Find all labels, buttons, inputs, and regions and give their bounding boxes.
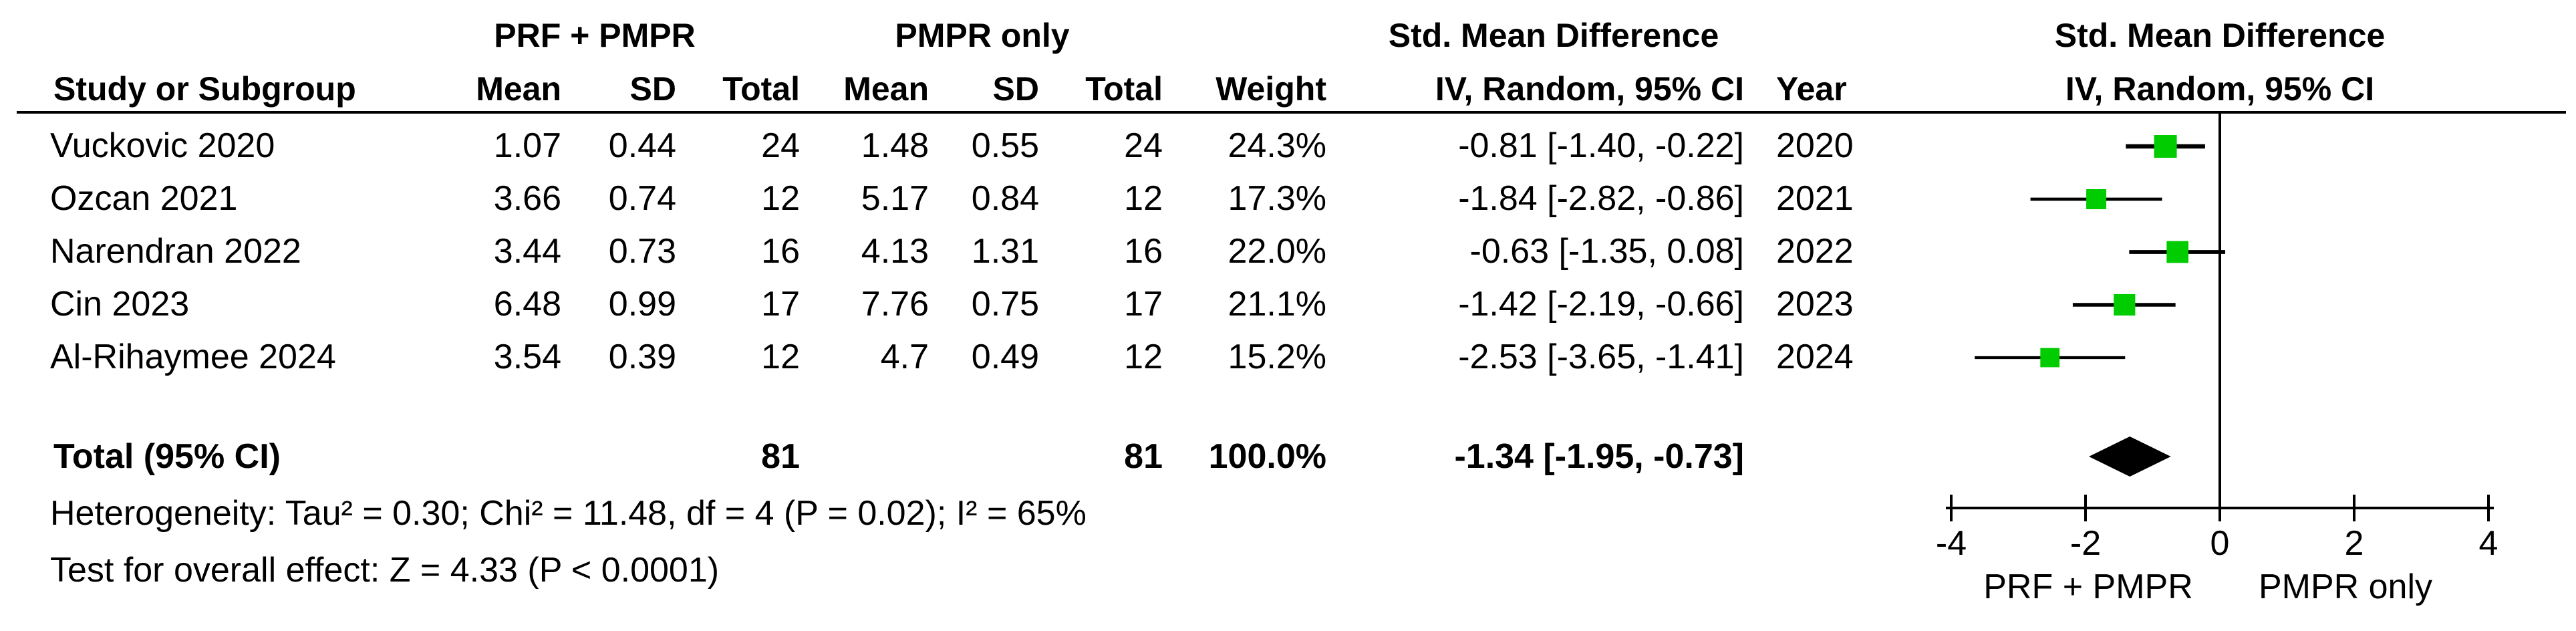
effect-marker — [2114, 293, 2136, 316]
total1-value: 17 — [761, 285, 800, 324]
x-tick-label: -4 — [1936, 524, 1967, 563]
sd2-value: 0.84 — [972, 179, 1039, 218]
pooled-diamond — [2089, 436, 2171, 477]
mean2-value: 1.48 — [861, 126, 929, 165]
mean1-value: 6.48 — [494, 285, 561, 324]
weight-header: Weight — [1215, 70, 1326, 108]
sd2-header: SD — [993, 70, 1039, 108]
total-weight: 100.0% — [1209, 437, 1326, 476]
plot-header-top: Std. Mean Difference — [2055, 17, 2386, 54]
total2-value: 17 — [1124, 285, 1163, 324]
total1-value: 12 — [761, 338, 800, 376]
sd1-value: 0.74 — [609, 179, 676, 218]
effect-marker — [2154, 135, 2177, 158]
total1-value: 16 — [761, 232, 800, 271]
mean2-value: 7.76 — [861, 285, 929, 324]
effect-marker — [2086, 189, 2107, 209]
ci-value: -0.63 [-1.35, 0.08] — [1470, 232, 1745, 271]
year-value: 2022 — [1776, 232, 1854, 271]
sd2-value: 0.55 — [972, 126, 1039, 165]
axis-label-right: PMPR only — [2259, 567, 2432, 606]
ci-value: -1.84 [-2.82, -0.86] — [1458, 179, 1744, 218]
x-tick-label: 2 — [2345, 524, 2364, 563]
total-n1: 81 — [761, 437, 800, 476]
x-tick-label: 4 — [2479, 524, 2498, 563]
study-name: Cin 2023 — [50, 285, 189, 324]
effect-header-top: Std. Mean Difference — [1389, 17, 1719, 54]
mean1-header: Mean — [476, 70, 561, 108]
effect-marker — [2166, 241, 2189, 263]
sd2-value: 0.49 — [972, 338, 1039, 376]
weight-value: 22.0% — [1228, 232, 1326, 271]
overall-effect-text: Test for overall effect: Z = 4.33 (P < 0… — [50, 551, 719, 590]
weight-value: 15.2% — [1228, 338, 1326, 376]
ci-header: IV, Random, 95% CI — [1435, 70, 1744, 108]
ci-value: -2.53 [-3.65, -1.41] — [1458, 338, 1744, 376]
mean1-value: 3.66 — [494, 179, 561, 218]
mean1-value: 3.44 — [494, 232, 561, 271]
year-value: 2021 — [1776, 179, 1854, 218]
total1-value: 12 — [761, 179, 800, 218]
sd1-header: SD — [630, 70, 676, 108]
ci-value: -0.81 [-1.40, -0.22] — [1458, 126, 1744, 165]
mean1-value: 3.54 — [494, 338, 561, 376]
study-name: Vuckovic 2020 — [50, 126, 275, 165]
ci-value: -1.42 [-2.19, -0.66] — [1458, 285, 1744, 324]
year-header: Year — [1776, 70, 1847, 108]
study-header: Study or Subgroup — [53, 70, 356, 108]
total2-value: 24 — [1124, 126, 1163, 165]
effect-marker — [2040, 348, 2060, 368]
study-name: Narendran 2022 — [50, 232, 301, 271]
sd2-value: 1.31 — [972, 232, 1039, 271]
year-value: 2020 — [1776, 126, 1854, 165]
group1-header: PRF + PMPR — [494, 17, 695, 54]
total2-header: Total — [1085, 70, 1163, 108]
total-n2: 81 — [1124, 437, 1163, 476]
plot-header-sub: IV, Random, 95% CI — [2065, 70, 2374, 108]
weight-value: 17.3% — [1228, 179, 1326, 218]
study-rows: Vuckovic 2020 1.07 0.44 24 1.48 0.55 24 24.3% -0… — [50, 126, 1854, 376]
total2-value: 16 — [1124, 232, 1163, 271]
sd1-value: 0.99 — [609, 285, 676, 324]
heterogeneity-text: Heterogeneity: Tau² = 0.30; Chi² = 11.48… — [50, 494, 1087, 533]
mean2-header: Mean — [843, 70, 929, 108]
total1-value: 24 — [761, 126, 800, 165]
total2-value: 12 — [1124, 338, 1163, 376]
weight-value: 24.3% — [1228, 126, 1326, 165]
sd1-value: 0.73 — [609, 232, 676, 271]
study-name: Ozcan 2021 — [50, 179, 237, 218]
sd2-value: 0.75 — [972, 285, 1039, 324]
year-value: 2024 — [1776, 338, 1854, 376]
x-tick-label: 0 — [2210, 524, 2230, 563]
sd1-value: 0.44 — [609, 126, 676, 165]
mean1-value: 1.07 — [494, 126, 561, 165]
weight-value: 21.1% — [1228, 285, 1326, 324]
total-label: Total (95% CI) — [53, 437, 281, 476]
mean2-value: 4.7 — [881, 338, 929, 376]
mean2-value: 4.13 — [861, 232, 929, 271]
x-tick-label: -2 — [2070, 524, 2101, 563]
axis-label-left: PRF + PMPR — [1983, 567, 2193, 606]
total-ci: -1.34 [-1.95, -0.73] — [1454, 437, 1744, 476]
study-name: Al-Rihaymee 2024 — [50, 338, 336, 376]
plot-area: -4 -2 0 2 4 — [1936, 114, 2498, 563]
sd1-value: 0.39 — [609, 338, 676, 376]
total1-header: Total — [722, 70, 800, 108]
mean2-value: 5.17 — [861, 179, 929, 218]
year-value: 2023 — [1776, 285, 1854, 324]
group2-header: PMPR only — [895, 17, 1069, 54]
total2-value: 12 — [1124, 179, 1163, 218]
